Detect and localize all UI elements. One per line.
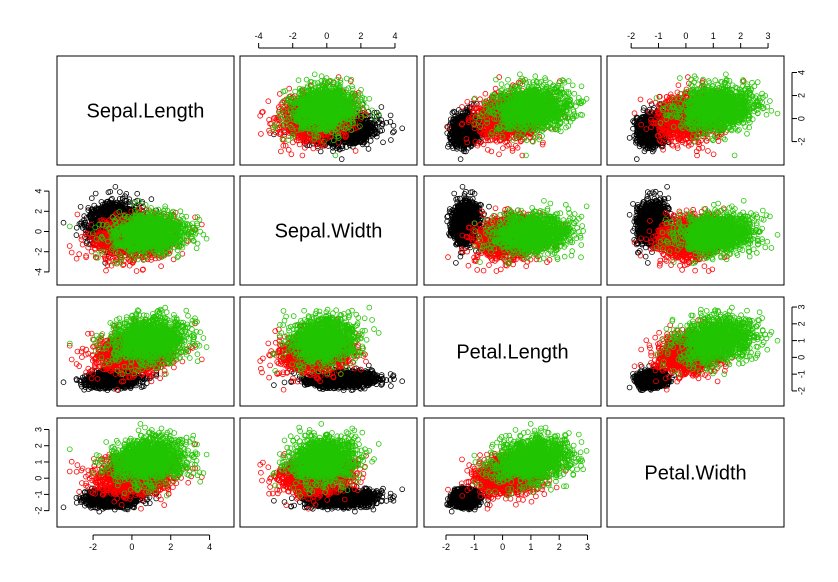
data-point xyxy=(381,140,386,145)
data-point xyxy=(318,149,323,154)
data-point xyxy=(388,113,393,118)
variable-label: Sepal.Length xyxy=(87,101,205,123)
data-point xyxy=(291,140,296,145)
data-point xyxy=(368,139,373,144)
data-point xyxy=(379,105,384,110)
data-point xyxy=(333,153,338,158)
data-point xyxy=(279,149,284,154)
data-point xyxy=(259,132,264,137)
data-point xyxy=(389,138,394,143)
data-point xyxy=(353,149,358,154)
panel-points-Sepal.Length-vs-Sepal.Width xyxy=(258,72,405,162)
data-point xyxy=(391,130,396,135)
data-point xyxy=(289,152,294,157)
data-point xyxy=(339,157,344,162)
data-point xyxy=(344,76,349,81)
data-point xyxy=(367,96,372,101)
data-point xyxy=(400,126,405,131)
data-point xyxy=(300,153,305,158)
data-point xyxy=(296,78,301,83)
data-point xyxy=(319,74,324,79)
data-point xyxy=(277,92,282,97)
data-point xyxy=(286,147,291,152)
data-point xyxy=(311,146,316,151)
data-point xyxy=(266,99,271,104)
data-point xyxy=(293,89,298,94)
data-point xyxy=(366,147,371,152)
data-point xyxy=(392,129,397,134)
